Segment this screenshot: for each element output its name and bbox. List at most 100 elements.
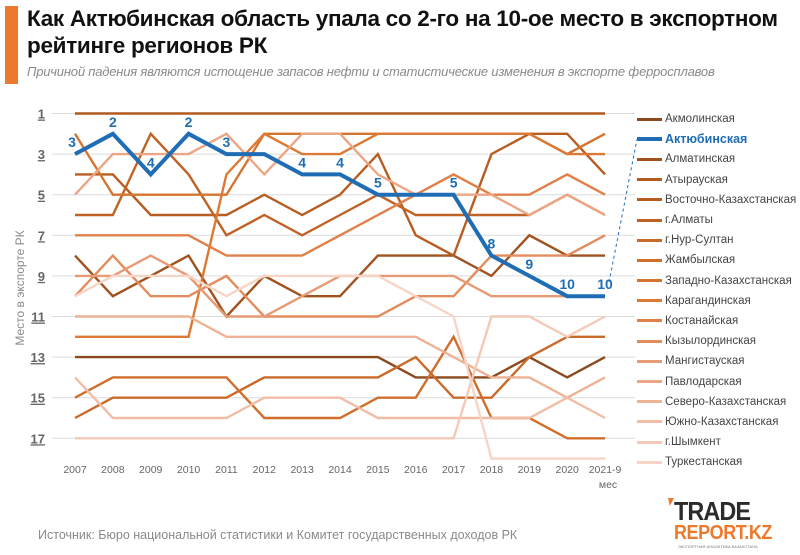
legend-swatch [637,218,662,222]
data-label: 2 [109,114,117,130]
legend-item: г.Шымкент [637,432,796,452]
data-label: 9 [525,256,533,272]
x-tick-label: 2017 [442,464,466,476]
series-line [75,315,606,440]
legend-label: Южно-Казахстанская [665,415,779,428]
data-label: 4 [336,154,344,170]
data-label: 3 [68,134,76,150]
legend-swatch [637,238,662,242]
data-label: 10 [559,276,575,292]
y-tick-label: 3 [38,147,45,162]
legend-item: Кызылординская [637,331,796,351]
legend-label: Алматинская [665,153,736,166]
legend-item: Костанайская [637,311,796,331]
legend-label: Мангистауская [665,355,745,368]
legend-swatch [637,440,662,444]
x-tick-label-sub: мес [599,479,617,491]
series-line [74,334,606,440]
y-tick-label: 9 [38,269,45,284]
legend-swatch [637,198,662,202]
legend-label: Акмолинская [665,113,735,126]
y-tick-label: 17 [31,431,45,446]
x-tick-labels: 2007 2008 2009 2010 2011 2012 2013 2014 2015 2016… [63,464,621,491]
data-label: 4 [298,154,306,170]
legend-item: Карагандинская [637,291,796,311]
legend-swatch [637,299,662,303]
legend-item: Северо-Казахстанская [637,392,796,412]
tradereport-logo: TRADE REPORT.KZ ЭКСПОРТНАЯ АНАЛИТИКА КАЗ… [668,496,778,551]
legend-item: г.Нур-Султан [637,230,796,250]
legend-label: г.Алматы [665,214,713,227]
chart-subtitle: Причиной падения являются истощение запа… [27,64,715,79]
legend-swatch [637,117,662,121]
logo-line1: TRADE [674,496,751,526]
legend-swatch [637,137,662,142]
series-line [74,132,606,217]
legend-connector-line [608,139,638,283]
legend-item: Павлодарская [637,371,796,391]
logo-line2: REPORT.KZ [674,522,772,544]
legend-label: Восточно-Казахстанская [665,193,797,206]
legend-label: Костанайская [665,314,739,327]
legend-label: Карагандинская [665,294,751,307]
legend-swatch [637,258,662,262]
series-line [74,233,606,319]
legend-swatch [637,420,662,424]
y-tick-label: 7 [38,228,45,243]
x-tick-label: 2016 [404,464,428,476]
legend-label: Западно-Казахстанская [665,274,792,287]
series-line [75,173,606,257]
legend-swatch [637,178,662,182]
x-tick-label: 2011 [215,464,238,476]
series-line [75,315,606,400]
x-tick-label: 2009 [139,464,163,476]
legend-item: Акмолинская [637,109,796,129]
logo-tick-icon [668,498,674,506]
legend-item: Восточно-Казахстанская [637,190,796,210]
legend-swatch [637,157,662,161]
data-label: 5 [450,175,458,191]
series-line [75,355,606,379]
series-line [74,131,606,299]
data-label: 10 [597,276,613,292]
legend-label: г.Нур-Султан [665,234,734,247]
legend-item: Атырауская [637,170,796,190]
legend-swatch [637,339,662,343]
legend-label: Кызылординская [665,335,757,348]
legend-label: Актюбинская [665,132,748,147]
x-tick-label: 2019 [518,464,542,476]
data-label: 8 [488,236,496,252]
legend-item: Западно-Казахстанская [637,271,796,291]
data-label: 5 [374,175,382,191]
legend-swatch [637,400,662,404]
legend-label: Туркестанская [665,456,743,469]
highlight-series [74,131,606,299]
x-tick-label: 2020 [556,464,580,476]
legend-item: Жамбылская [637,250,796,270]
legend-label: г.Шымкент [665,436,721,449]
legend-label: Атырауская [665,173,728,186]
series-lines [73,112,606,460]
legend-item: Южно-Казахстанская [637,412,796,432]
legend-swatch [637,279,662,283]
legend: Акмолинская Актюбинская Алматинская Атыраус… [637,109,796,472]
legend-swatch [637,380,662,384]
series-line [74,274,606,460]
legend-item: Актюбинская [637,129,796,149]
x-tick-label: 2012 [253,464,277,476]
legend-item: Мангистауская [637,351,796,371]
legend-label: Жамбылская [665,254,736,267]
legend-swatch [637,460,662,464]
y-tick-label: 1 [38,107,45,122]
logo-tagline: ЭКСПОРТНАЯ АНАЛИТИКА КАЗАХСТАНА [678,544,758,549]
x-tick-label: 2021-9 [589,464,622,476]
legend-item: г.Алматы [637,210,796,230]
legend-swatch [637,319,662,323]
series-line [75,131,606,237]
series-line [75,132,606,258]
x-tick-label: 2010 [177,464,201,476]
chart-title: Как Актюбинская область упала со 2-го на… [27,6,778,58]
series-line [74,376,606,420]
